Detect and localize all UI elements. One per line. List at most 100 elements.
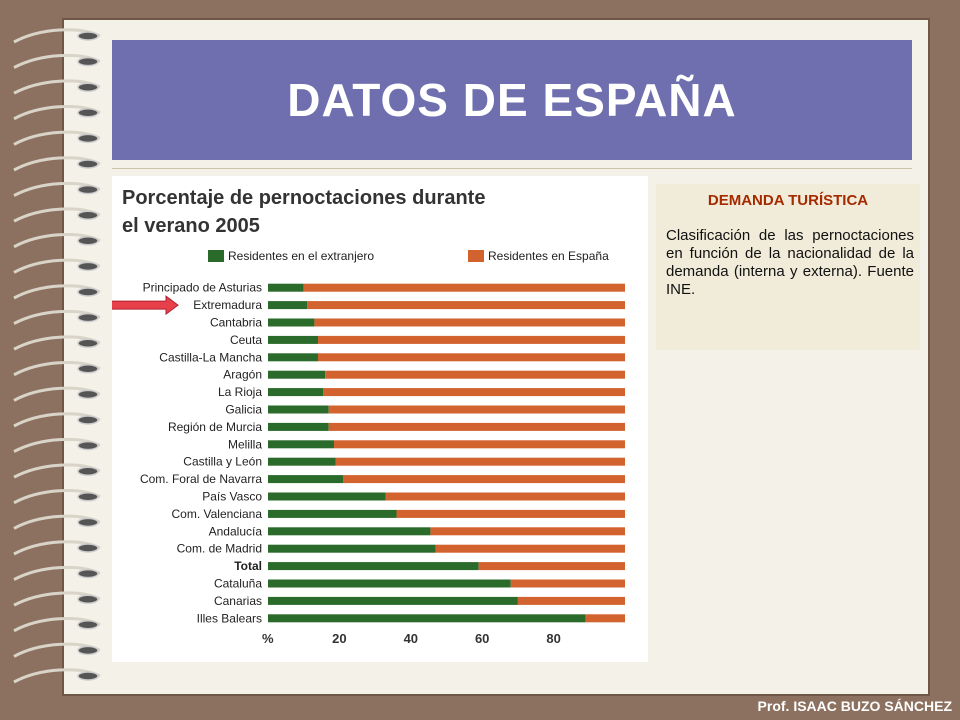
binding-hole xyxy=(77,466,99,476)
bar-foreign xyxy=(268,405,329,414)
bar-domestic xyxy=(314,318,625,327)
x-tick-label: 60 xyxy=(475,631,489,646)
bar-foreign xyxy=(268,562,479,571)
category-label: Com. de Madrid xyxy=(177,542,262,556)
category-label: Castilla y León xyxy=(183,455,262,469)
x-tick-label: 80 xyxy=(546,631,560,646)
bar-foreign xyxy=(268,318,315,327)
binding-hole xyxy=(77,415,99,425)
x-axis: % 20 40 60 80 xyxy=(262,631,561,646)
bar-domestic xyxy=(435,544,625,553)
bar-foreign xyxy=(268,301,308,310)
bar-domestic xyxy=(323,388,625,397)
category-label: Ceuta xyxy=(230,333,262,347)
bar-domestic xyxy=(585,614,625,623)
category-label: Canarias xyxy=(214,594,262,608)
binding-hole xyxy=(77,645,99,656)
bar-foreign xyxy=(268,335,318,344)
binding-hole xyxy=(77,159,99,169)
category-label: Melilla xyxy=(228,437,262,451)
category-label: Andalucía xyxy=(209,524,263,538)
binding-hole xyxy=(77,594,99,604)
category-label: País Vasco xyxy=(202,490,262,504)
spiral-binding xyxy=(13,28,101,684)
bar-foreign xyxy=(268,422,329,431)
category-label: Cataluña xyxy=(214,577,262,591)
bar-domestic xyxy=(328,405,625,414)
bar-domestic xyxy=(430,527,625,536)
bar-domestic xyxy=(317,335,625,344)
bars-layer xyxy=(268,283,625,623)
bar-foreign xyxy=(268,509,397,518)
bar-foreign xyxy=(268,440,335,449)
divider-line xyxy=(112,168,912,169)
chart-title-line-1: Porcentaje de pernoctaciones durante xyxy=(122,187,485,209)
binding-hole xyxy=(77,108,99,118)
bar-domestic xyxy=(317,353,625,362)
title-banner: DATOS DE ESPAÑA xyxy=(112,40,912,160)
category-label: Región de Murcia xyxy=(168,420,262,434)
bar-foreign xyxy=(268,475,343,484)
category-label: Total xyxy=(234,559,262,573)
binding-hole xyxy=(77,389,99,400)
category-label: La Rioja xyxy=(218,385,262,399)
author-footer: Prof. ISAAC BUZO SÁNCHEZ xyxy=(757,698,952,714)
chart-title-line-2: el verano 2005 xyxy=(122,215,260,237)
bar-foreign xyxy=(268,353,318,362)
binding-hole xyxy=(77,440,99,451)
binding-hole xyxy=(77,261,99,272)
bar-foreign xyxy=(268,457,336,466)
bar-domestic xyxy=(385,492,625,501)
binding-hole xyxy=(77,184,99,195)
category-label: Aragón xyxy=(223,368,262,382)
binding-hole xyxy=(77,56,99,67)
bar-domestic xyxy=(334,440,625,449)
bar-domestic xyxy=(325,370,625,379)
binding-hole xyxy=(77,210,99,220)
bar-domestic xyxy=(510,579,625,588)
bar-chart: Porcentaje de pernoctaciones durante el … xyxy=(112,187,625,646)
x-tick-label: 40 xyxy=(404,631,418,646)
binding-hole xyxy=(77,133,99,144)
bar-foreign xyxy=(268,388,324,397)
bar-domestic xyxy=(342,475,625,484)
category-label: Galicia xyxy=(225,403,262,417)
legend-label-domestic: Residentes en España xyxy=(488,249,609,263)
bar-domestic xyxy=(307,301,625,310)
bar-domestic xyxy=(328,422,625,431)
binding-hole xyxy=(77,543,99,553)
binding-hole xyxy=(77,364,99,374)
legend-swatch-domestic xyxy=(468,250,484,262)
info-heading: DEMANDA TURÍSTICA xyxy=(707,192,869,209)
binding-hole xyxy=(77,236,99,246)
x-tick-label: 20 xyxy=(332,631,346,646)
legend-swatch-foreign xyxy=(208,250,224,262)
bar-foreign xyxy=(268,492,386,501)
bar-foreign xyxy=(268,527,431,536)
bar-domestic xyxy=(396,509,625,518)
binding-hole xyxy=(77,82,99,92)
category-labels: Principado de Asturias Extremadura Cantabr… xyxy=(140,281,262,626)
bar-foreign xyxy=(268,370,326,379)
binding-hole xyxy=(77,31,99,41)
binding-hole xyxy=(77,671,99,681)
binding-hole xyxy=(77,338,99,348)
category-label: Castilla-La Mancha xyxy=(159,350,262,364)
slide-title: DATOS DE ESPAÑA xyxy=(287,74,737,126)
x-axis-unit-label: % xyxy=(262,631,274,646)
chart-panel: Porcentaje de pernoctaciones durante el … xyxy=(112,176,648,662)
category-label: Cantabria xyxy=(210,316,262,330)
binding-hole xyxy=(77,312,99,323)
category-label: Illes Balears xyxy=(197,611,262,625)
binding-hole xyxy=(77,568,99,579)
category-label: Extremadura xyxy=(193,298,262,312)
bar-foreign xyxy=(268,596,518,605)
binding-hole xyxy=(77,620,99,630)
category-label: Com. Foral de Navarra xyxy=(140,472,262,486)
info-body: Clasificación de las pernoctaciones en f… xyxy=(666,227,914,298)
legend-label-foreign: Residentes en el extranjero xyxy=(228,249,374,263)
bar-domestic xyxy=(303,283,625,292)
category-label: Principado de Asturias xyxy=(143,281,262,295)
bar-foreign xyxy=(268,544,436,553)
bar-domestic xyxy=(335,457,625,466)
